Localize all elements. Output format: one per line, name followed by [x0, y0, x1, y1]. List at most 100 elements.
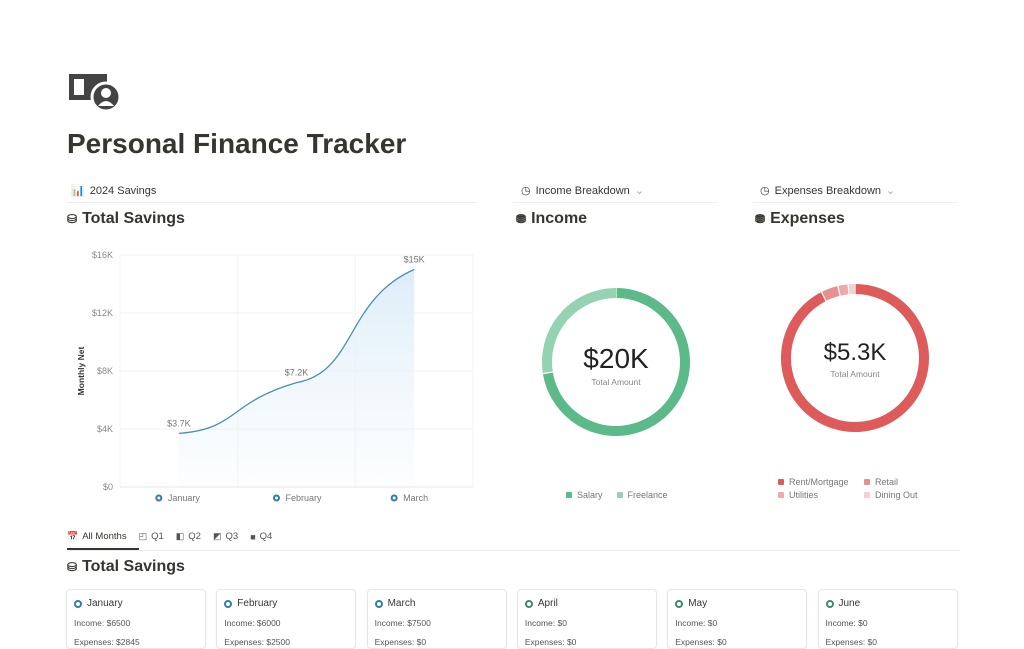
y-tick-label: $4K — [97, 424, 113, 434]
savings-chart: $0 $4K $8K $12K $16K $3.7K January $7.2K Februar… — [60, 240, 480, 510]
chevron-down-icon: ⌄ — [635, 184, 644, 197]
page-title: Personal Finance Tracker — [67, 128, 406, 160]
legend-label: Dining Out — [875, 490, 918, 500]
card-title: January — [87, 598, 123, 609]
expenses-legend: Rent/Mortgage Retail Utilities Dining Out — [778, 477, 944, 500]
chevron-down-icon: ⌄ — [886, 184, 895, 197]
tab-icon: ◩ — [213, 531, 222, 542]
y-tick-label: $12K — [92, 308, 113, 318]
income-legend: Salary Freelance — [566, 490, 668, 500]
income-heading: ⛃Income — [516, 210, 587, 228]
card-income: Income: $6500 — [74, 618, 198, 628]
expenses-heading: ⛃Expenses — [755, 210, 845, 228]
data-label: $3.7K — [167, 418, 191, 428]
expenses-total-label: Total Amount — [795, 369, 915, 379]
y-tick-label: $0 — [103, 482, 113, 492]
status-dot-icon — [675, 600, 683, 608]
donut-slice — [839, 289, 849, 291]
x-tick-label: January — [168, 493, 201, 503]
card-title: March — [388, 598, 416, 609]
expenses-total: $5.3K Total Amount — [795, 339, 915, 379]
category-dot — [156, 496, 161, 501]
legend-item: Salary — [566, 490, 603, 500]
y-tick-label: $16K — [92, 250, 113, 260]
divider — [67, 550, 960, 551]
x-tick-label: March — [403, 493, 428, 503]
savings-heading: ⛁Total Savings — [67, 210, 185, 228]
category-dot — [392, 496, 397, 501]
legend-label: Salary — [577, 490, 603, 500]
coin-icon: ⛃ — [516, 212, 526, 226]
legend-item: Rent/Mortgage — [778, 477, 864, 487]
card-title: May — [688, 598, 707, 609]
income-total-label: Total Amount — [556, 377, 676, 387]
tab-expenses-breakdown[interactable]: ◷Expenses Breakdown⌄ — [760, 184, 895, 197]
legend-swatch — [864, 492, 870, 498]
legend-label: Utilities — [789, 490, 818, 500]
income-total-value: $20K — [556, 343, 676, 375]
savings-area — [179, 270, 414, 488]
legend-swatch — [778, 479, 784, 485]
category-dot — [274, 496, 279, 501]
clock-icon: ◷ — [760, 184, 770, 197]
status-dot-icon — [224, 600, 232, 608]
x-tick-label: February — [286, 493, 323, 503]
y-tick-label: $8K — [97, 366, 113, 376]
clock-icon: ◷ — [521, 184, 531, 197]
tab-2024-savings[interactable]: 📊2024 Savings — [71, 184, 156, 197]
card-title: February — [237, 598, 277, 609]
chart-icon: 📊 — [71, 184, 85, 197]
legend-swatch — [864, 479, 870, 485]
legend-item: Freelance — [617, 490, 668, 500]
status-dot-icon — [375, 600, 383, 608]
legend-label: Retail — [875, 477, 898, 487]
legend-swatch — [617, 492, 623, 498]
legend-item: Utilities — [778, 490, 864, 500]
legend-swatch — [778, 492, 784, 498]
status-dot-icon — [826, 600, 834, 608]
card-income: Income: $7500 — [375, 618, 499, 628]
tab-icon: ◰ — [139, 531, 148, 542]
y-axis-label: Monthly Net — [76, 347, 86, 396]
tab-icon: ■ — [250, 532, 255, 542]
tab-income-breakdown[interactable]: ◷Income Breakdown⌄ — [521, 184, 644, 197]
card-title: April — [538, 598, 558, 609]
donut-slice — [824, 291, 839, 297]
divider — [753, 202, 958, 203]
card-income: Income: $0 — [675, 618, 799, 628]
card-income: Income: $6000 — [224, 618, 348, 628]
view-tabs: 📅All Months ◰Q1 ◧Q2 ◩Q3 ■Q4 — [67, 531, 272, 542]
divider — [513, 202, 718, 203]
legend-item: Dining Out — [864, 490, 944, 500]
money-icon — [67, 72, 121, 117]
legend-label: Freelance — [628, 490, 668, 500]
coin-icon: ⛃ — [755, 212, 765, 226]
coins-icon: ⛁ — [67, 560, 77, 574]
status-dot-icon — [525, 600, 533, 608]
tab-icon: ◧ — [176, 531, 185, 542]
legend-swatch — [566, 492, 572, 498]
board-heading: ⛁Total Savings — [67, 558, 185, 576]
tab-q1[interactable]: ◰Q1 — [139, 531, 164, 542]
card-income: Income: $0 — [525, 618, 649, 628]
data-label: $7.2K — [285, 368, 309, 378]
data-label: $15K — [404, 255, 425, 265]
tab-all-months[interactable]: 📅All Months — [67, 531, 127, 542]
coins-icon: ⛁ — [67, 212, 77, 226]
status-dot-icon — [74, 600, 82, 608]
tab-q2[interactable]: ◧Q2 — [176, 531, 201, 542]
divider — [67, 202, 477, 203]
expenses-total-value: $5.3K — [795, 339, 915, 367]
tab-q4[interactable]: ■Q4 — [250, 531, 272, 542]
card-income: Income: $0 — [826, 618, 950, 628]
tab-icon: 📅 — [67, 531, 78, 542]
legend-label: Rent/Mortgage — [789, 477, 849, 487]
income-total: $20K Total Amount — [556, 343, 676, 387]
tab-q3[interactable]: ◩Q3 — [213, 531, 238, 542]
